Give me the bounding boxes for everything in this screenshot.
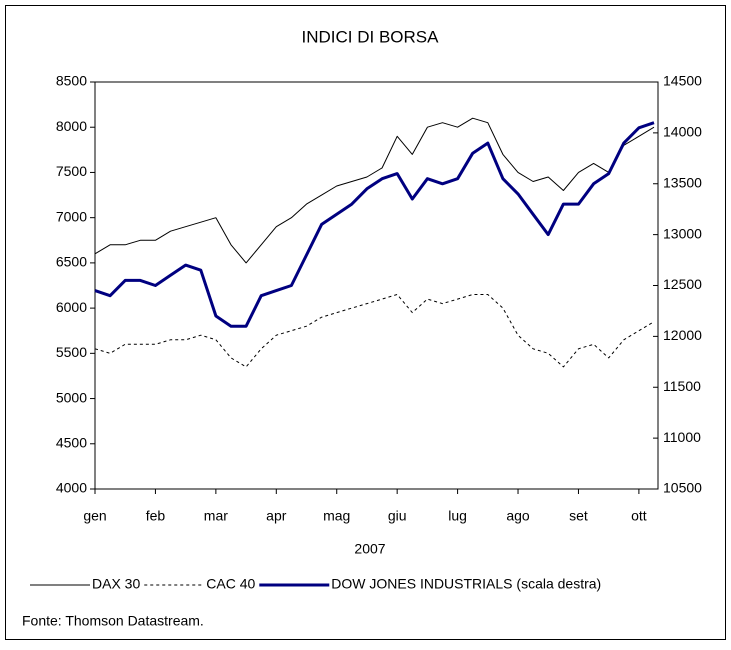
y-tick-label: 6500	[56, 254, 87, 270]
x-tick-label: gen	[83, 508, 106, 524]
y2-tick-label: 11500	[663, 378, 701, 394]
chart-title: INDICI DI BORSA	[302, 27, 440, 46]
series-line	[94, 294, 655, 368]
x-tick-label: mag	[323, 508, 350, 524]
legend-label: DAX 30	[92, 576, 140, 592]
y-tick-label: 8000	[56, 118, 87, 134]
y2-tick-label: 14000	[663, 124, 702, 140]
x-tick-label: apr	[266, 508, 287, 524]
x-tick-label: giu	[388, 508, 407, 524]
y2-tick-label: 13000	[663, 225, 702, 241]
source-note: Fonte: Thomson Datastream.	[22, 613, 204, 629]
y2-tick-label: 10500	[663, 480, 702, 496]
y-tick-label: 7500	[56, 163, 87, 179]
y2-tick-label: 12000	[663, 327, 702, 343]
y-tick-label: 4000	[56, 480, 87, 496]
y-tick-label: 6000	[56, 299, 87, 315]
y-tick-label: 5500	[56, 344, 87, 360]
x-tick-label: ott	[631, 508, 647, 524]
x-tick-label: lug	[448, 508, 467, 524]
y-tick-label: 5000	[56, 389, 87, 405]
x-tick-label: feb	[146, 508, 166, 524]
x-axis-label: 2007	[354, 541, 385, 557]
series-line	[94, 121, 655, 328]
legend-label: CAC 40	[206, 576, 255, 592]
y2-tick-label: 14500	[663, 73, 702, 89]
x-tick-label: set	[569, 508, 588, 524]
y-tick-label: 8500	[56, 73, 87, 89]
x-tick-label: ago	[506, 508, 530, 524]
legend-label: DOW JONES INDUSTRIALS (scala destra)	[331, 576, 601, 592]
y2-tick-label: 12500	[663, 276, 702, 292]
x-tick-label: mar	[204, 508, 228, 524]
y-tick-label: 7000	[56, 208, 87, 224]
plot-area	[94, 81, 659, 490]
y2-tick-label: 11000	[663, 429, 701, 445]
y2-tick-label: 13500	[663, 174, 702, 190]
series-line	[94, 117, 655, 264]
y-tick-label: 4500	[56, 434, 87, 450]
frame	[5, 5, 726, 640]
